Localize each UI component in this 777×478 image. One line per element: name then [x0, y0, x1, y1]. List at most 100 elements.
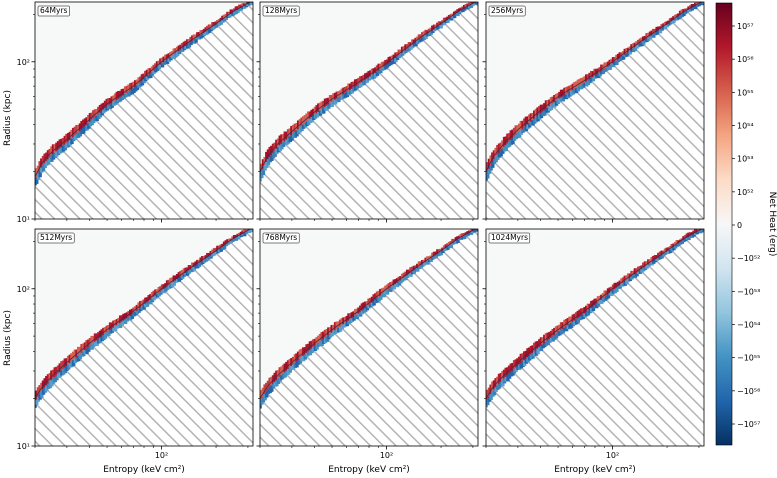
heat-cell-negative — [469, 231, 474, 235]
heat-cell-negative — [379, 68, 383, 74]
panel-label-box — [262, 232, 300, 244]
heat-cell-negative — [160, 62, 165, 68]
x-tick-label: 10² — [155, 451, 168, 460]
heat-cell-negative — [658, 29, 663, 34]
heat-cell-negative — [700, 2, 704, 6]
heat-cells — [486, 0, 705, 181]
heat-cell-negative — [621, 55, 626, 60]
heat-cell-negative — [462, 8, 467, 11]
heat-cell-negative — [439, 251, 443, 256]
heat-cell-negative — [424, 34, 428, 39]
y-tick-label: 10¹ — [17, 215, 30, 224]
heat-cell-negative — [606, 293, 611, 299]
panel-label-box — [488, 5, 526, 17]
heat-cell-negative — [404, 276, 408, 281]
panel-768Myrs: 10² 768Myrs — [256, 228, 479, 460]
heat-cell-negative — [244, 4, 249, 8]
heat-cell-negative — [682, 12, 686, 17]
heat-cell-negative — [442, 22, 447, 25]
x-axis-label-left: Entropy (keV cm²) — [103, 465, 185, 475]
heat-cell-negative — [426, 260, 430, 265]
heat-cell-positive — [702, 226, 705, 229]
heat-cell-negative — [474, 229, 478, 232]
heat-cell-negative — [692, 233, 696, 237]
heat-cell-negative — [474, 2, 478, 5]
heat-cell-negative — [695, 231, 700, 235]
panel-1024Myrs: 10² 1024Myrs — [482, 226, 705, 460]
colorbar-tick-label: −10⁵⁵ — [737, 354, 760, 363]
profile-line — [35, 229, 252, 399]
heat-cell-negative — [431, 30, 435, 34]
panel-256Myrs: 256Myrs — [482, 0, 705, 223]
colorbar-tick-label: −10⁵³ — [737, 287, 760, 296]
colorbar: 10⁵⁷ 10⁵⁶ 10⁵⁵ 10⁵⁴ 10⁵³ 10⁵² 0 −10⁵² −10⁵³ −10⁵⁴… — [715, 2, 760, 446]
heat-cell-negative — [608, 64, 612, 70]
profile-line — [35, 2, 252, 178]
heat-cell-negative — [456, 12, 460, 17]
heat-cell-negative — [667, 23, 671, 26]
heat-cell-negative — [449, 17, 453, 21]
heat-cell-negative — [434, 254, 438, 259]
heat-cell-negative — [461, 9, 465, 13]
heat-cell-negative — [416, 267, 420, 272]
heat-cell-negative — [648, 35, 653, 40]
heat-cell-negative — [462, 235, 467, 240]
heat-cell-negative — [409, 272, 413, 277]
heat-cell-negative — [226, 243, 230, 246]
heat-cell-negative — [700, 229, 704, 233]
heat-cell-negative — [172, 280, 176, 286]
heat-cell-negative — [680, 240, 684, 244]
colorbar-tick-label: −10⁵⁷ — [737, 420, 760, 429]
panel-label: 768Myrs — [265, 233, 297, 242]
heat-cell-positive — [476, 0, 479, 1]
heat-cell-negative — [615, 287, 619, 293]
y-tick-label: 10¹ — [17, 442, 30, 451]
x-axis-label-right: Entropy (keV cm²) — [554, 465, 636, 475]
heat-cell-negative — [212, 252, 217, 256]
heat-cell-negative — [446, 246, 450, 250]
heat-cell-negative — [452, 14, 457, 19]
heat-cell-negative — [412, 269, 417, 274]
heat-cell-negative — [38, 169, 42, 178]
heat-cell-negative — [625, 52, 629, 57]
colorbar-tick-label: 10⁵³ — [737, 155, 754, 164]
heat-cell-negative — [261, 167, 266, 175]
panel-64Myrs: 10¹ 10² 64Myrs — [17, 0, 254, 224]
heat-cell-negative — [206, 257, 210, 261]
heat-cell-negative — [687, 236, 691, 241]
profile-line — [486, 229, 703, 399]
colorbar-gradient — [715, 2, 733, 446]
colorbar-tick-label: −10⁵² — [737, 254, 760, 263]
colorbar-label: Net Heat (erg) — [767, 192, 777, 257]
heat-cell-negative — [382, 292, 386, 298]
y-tick-label: 10² — [17, 58, 30, 67]
panels: 10¹ 10² 64Myrs 128Myrs 256Myrs 10² 10¹ 10² 512My… — [17, 0, 705, 460]
colorbar-tick-label: 0 — [737, 221, 742, 230]
heat-cell-negative — [660, 27, 664, 31]
heat-cell-negative — [260, 401, 262, 409]
heat-cell-negative — [702, 229, 704, 231]
masked-region — [486, 229, 704, 446]
heat-cell-positive — [702, 0, 705, 1]
heat-cell-negative — [385, 289, 390, 295]
heat-cell-negative — [591, 305, 596, 312]
masked-region — [35, 2, 253, 219]
heat-cell-positive — [251, 0, 254, 1]
heat-cell-negative — [224, 244, 228, 247]
heat-cell-negative — [194, 38, 198, 43]
colorbar-tick-label: 10⁵² — [737, 188, 754, 197]
panel-label-box — [488, 232, 531, 244]
heat-cell-negative — [192, 266, 197, 271]
panel-label-box — [37, 5, 70, 17]
profile-line — [260, 229, 477, 399]
heat-cell-negative — [389, 287, 393, 292]
heat-cell-negative — [222, 245, 227, 249]
colorbar-tick-label: 10⁵⁴ — [737, 122, 754, 131]
profile-line — [486, 2, 703, 172]
heat-cell-negative — [662, 253, 666, 257]
heat-cell-negative — [665, 24, 669, 28]
colorbar-tick-label: −10⁵⁴ — [737, 321, 760, 330]
y-axis-label-bottom: Radius (kpc) — [3, 310, 13, 366]
y-tick-label: 10² — [17, 285, 30, 294]
